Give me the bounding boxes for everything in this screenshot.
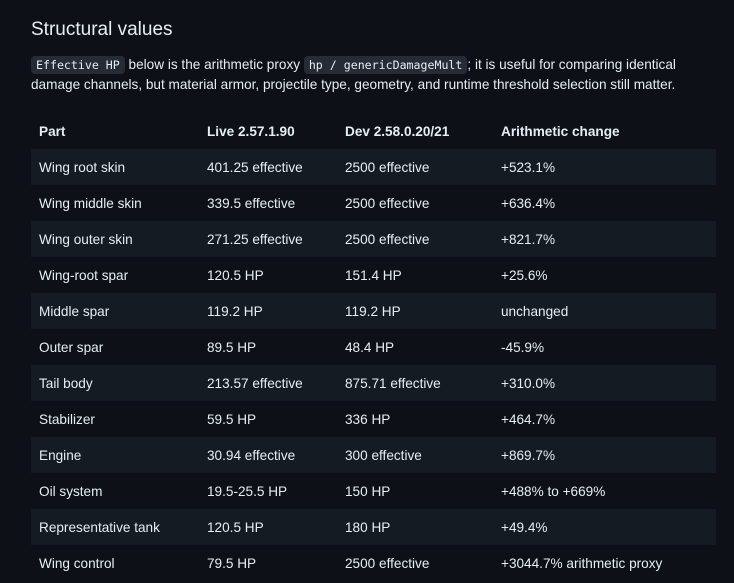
cell-live: 271.25 effective <box>207 231 303 247</box>
cell-live: 120.5 HP <box>207 267 264 283</box>
table-row: Middle spar 119.2 HP 119.2 HP unchanged <box>31 293 716 329</box>
table-row: Wing outer skin 271.25 effective 2500 ef… <box>31 221 716 257</box>
cell-change: +3044.7% arithmetic proxy <box>501 555 663 571</box>
section-heading: Structural values <box>31 19 173 40</box>
structural-values-table: Part Live 2.57.1.90 Dev 2.58.0.20/21 Ari… <box>31 113 716 581</box>
cell-change: +869.7% <box>501 447 556 463</box>
header-part: Part <box>39 123 66 139</box>
table-row: Wing-root spar 120.5 HP 151.4 HP +25.6% <box>31 257 716 293</box>
cell-live: 79.5 HP <box>207 555 257 571</box>
cell-change: +821.7% <box>501 231 556 247</box>
cell-dev: 2500 effective <box>345 231 430 247</box>
table-row: Tail body 213.57 effective 875.71 effect… <box>31 365 716 401</box>
cell-change: +49.4% <box>501 519 548 535</box>
table-row: Oil system 19.5-25.5 HP 150 HP +488% to … <box>31 473 716 509</box>
table-row: Wing root skin 401.25 effective 2500 eff… <box>31 149 716 185</box>
cell-dev: 336 HP <box>345 411 391 427</box>
cell-live: 89.5 HP <box>207 339 257 355</box>
table-row: Outer spar 89.5 HP 48.4 HP -45.9% <box>31 329 716 365</box>
cell-part: Wing outer skin <box>39 231 133 247</box>
cell-part: Wing root skin <box>39 159 126 175</box>
cell-dev: 2500 effective <box>345 159 430 175</box>
intro-paragraph: Effective HP below is the arithmetic pro… <box>31 55 716 95</box>
cell-dev: 2500 effective <box>345 195 430 211</box>
cell-live: 19.5-25.5 HP <box>207 483 288 499</box>
intro-text-line-2: damage channels, but material armor, pro… <box>31 77 676 92</box>
cell-dev: 2500 effective <box>345 555 430 571</box>
inline-code-effective-hp: Effective HP <box>31 56 125 74</box>
cell-dev: 180 HP <box>345 519 391 535</box>
cell-dev: 119.2 HP <box>345 303 401 319</box>
cell-change: +636.4% <box>501 195 556 211</box>
table-row: Wing control 79.5 HP 2500 effective +304… <box>31 545 716 581</box>
cell-change: -45.9% <box>501 339 545 355</box>
cell-part: Outer spar <box>39 339 104 355</box>
cell-part: Wing middle skin <box>39 195 142 211</box>
cell-part: Wing-root spar <box>39 267 129 283</box>
cell-part: Tail body <box>39 375 93 391</box>
cell-dev: 48.4 HP <box>345 339 395 355</box>
cell-live: 30.94 effective <box>207 447 296 463</box>
cell-part: Stabilizer <box>39 411 95 427</box>
inline-code-formula: hp / genericDamageMult <box>303 56 468 74</box>
table-header-row: Part Live 2.57.1.90 Dev 2.58.0.20/21 Ari… <box>31 113 716 149</box>
cell-live: 213.57 effective <box>207 375 303 391</box>
cell-part: Representative tank <box>39 519 160 535</box>
cell-live: 119.2 HP <box>207 303 263 319</box>
header-live: Live 2.57.1.90 <box>207 123 295 139</box>
cell-dev: 300 effective <box>345 447 422 463</box>
cell-change: +488% to +669% <box>501 483 606 499</box>
cell-dev: 150 HP <box>345 483 391 499</box>
cell-change: unchanged <box>501 303 569 319</box>
header-dev: Dev 2.58.0.20/21 <box>345 123 450 139</box>
cell-change: +25.6% <box>501 267 548 283</box>
intro-text-2: ; it is useful for comparing identical <box>467 57 676 72</box>
cell-part: Middle spar <box>39 303 110 319</box>
cell-change: +523.1% <box>501 159 556 175</box>
cell-part: Engine <box>39 447 82 463</box>
cell-change: +464.7% <box>501 411 556 427</box>
cell-live: 401.25 effective <box>207 159 303 175</box>
header-change: Arithmetic change <box>501 123 620 139</box>
cell-live: 59.5 HP <box>207 411 257 427</box>
intro-text-1: below is the arithmetic proxy <box>124 57 304 72</box>
table-row: Wing middle skin 339.5 effective 2500 ef… <box>31 185 716 221</box>
cell-live: 120.5 HP <box>207 519 264 535</box>
cell-live: 339.5 effective <box>207 195 296 211</box>
cell-dev: 875.71 effective <box>345 375 441 391</box>
table-row: Engine 30.94 effective 300 effective +86… <box>31 437 716 473</box>
table-row: Representative tank 120.5 HP 180 HP +49.… <box>31 509 716 545</box>
cell-change: +310.0% <box>501 375 556 391</box>
structural-values-section: Structural values Effective HP below is … <box>31 0 716 581</box>
cell-dev: 151.4 HP <box>345 267 402 283</box>
cell-part: Oil system <box>39 483 103 499</box>
table-row: Stabilizer 59.5 HP 336 HP +464.7% <box>31 401 716 437</box>
cell-part: Wing control <box>39 555 115 571</box>
